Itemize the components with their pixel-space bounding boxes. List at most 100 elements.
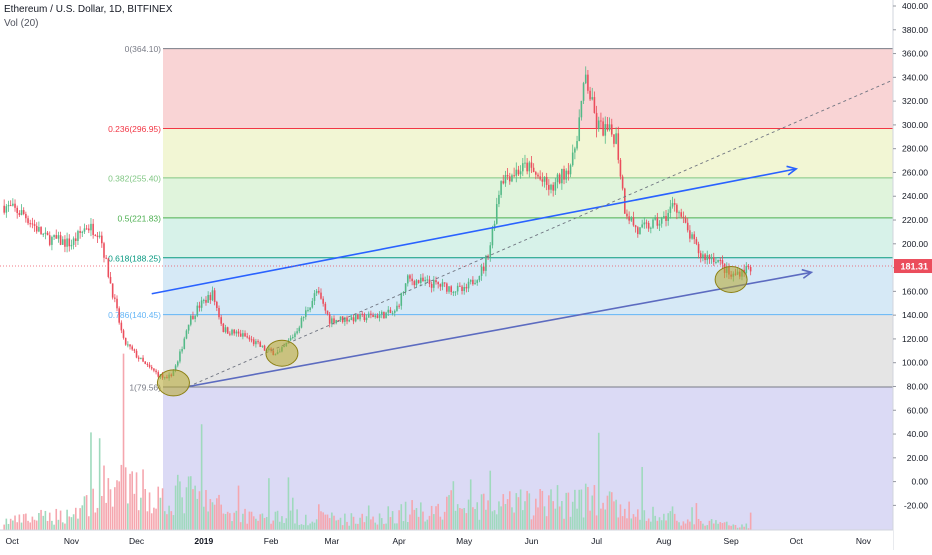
candle-body [77, 231, 79, 241]
candle-body [302, 316, 305, 318]
volume-bar [493, 510, 496, 530]
candle-body [393, 310, 396, 313]
volume-bar [385, 523, 387, 530]
volume-bar [569, 516, 572, 530]
fib-level-label: 0.618(188.25) [108, 253, 161, 263]
volume-bar [667, 513, 669, 530]
volume-bar [318, 504, 320, 530]
candle-body [524, 162, 526, 164]
candle-body [508, 176, 511, 182]
candle-body [676, 204, 678, 213]
volume-bar [170, 511, 173, 530]
price-axis-label: 40.00 [907, 429, 929, 439]
volume-bar [430, 505, 433, 530]
volume-bar [285, 518, 288, 530]
candle-body [354, 314, 357, 322]
candle-body [57, 235, 60, 239]
candle-body [472, 279, 474, 285]
volume-bar [743, 526, 745, 530]
volume-bar [209, 499, 212, 530]
candle-body [142, 357, 144, 362]
candle-body [641, 224, 643, 228]
volume-bar [522, 510, 524, 530]
candle-body [9, 205, 12, 207]
candle-body [428, 279, 431, 284]
candle-body [68, 238, 71, 247]
volume-bar [571, 501, 574, 530]
candle-body [506, 174, 509, 177]
candle-body [613, 134, 615, 144]
candle-body [174, 365, 177, 370]
fib-zone [163, 48, 893, 129]
candle-body [157, 372, 160, 377]
volume-bar [515, 493, 518, 530]
volume-bar [105, 502, 107, 530]
time-axis [0, 530, 893, 550]
volume-bar [641, 466, 643, 530]
volume-bar [298, 524, 301, 530]
candle-body [383, 311, 385, 319]
volume-bar [617, 517, 620, 530]
candle-body [535, 172, 537, 175]
volume-bar [734, 525, 737, 530]
volume-bar [637, 509, 639, 530]
volume-bar [239, 522, 242, 530]
volume-bar [331, 512, 333, 530]
volume-bar [5, 518, 8, 530]
volume-bar [537, 507, 539, 530]
candle-body [469, 279, 472, 282]
volume-bar [680, 525, 683, 530]
candle-body [229, 333, 231, 335]
candle-body [324, 303, 327, 311]
candle-body [567, 170, 570, 175]
volume-bar [469, 479, 472, 530]
candle-body [580, 100, 583, 118]
volume-bar [645, 520, 648, 530]
volume-bar [654, 515, 656, 530]
candle-body [18, 213, 21, 215]
candle-body [528, 162, 531, 172]
volume-bar [480, 494, 483, 530]
volume-bar [344, 513, 346, 530]
volume-bar [144, 489, 147, 530]
volume-bar [593, 485, 596, 530]
volume-bar [72, 514, 75, 530]
candle-body [307, 309, 309, 311]
volume-bar [693, 524, 696, 530]
lower-channel-line [188, 271, 812, 388]
volume-bar [337, 519, 340, 530]
volume-bar [491, 511, 494, 530]
candle-body [667, 212, 669, 221]
volume-bar [185, 487, 188, 530]
candle-body [500, 181, 502, 195]
volume-bar [274, 511, 277, 530]
candle-body [261, 345, 264, 347]
volume-bar [187, 476, 190, 530]
volume-bar [346, 521, 348, 530]
volume-bar [35, 520, 38, 530]
candle-body [704, 254, 706, 261]
volume-bar [632, 514, 635, 530]
candle-body [291, 337, 294, 339]
volume-bar [29, 522, 32, 530]
time-axis-label: Nov [64, 536, 80, 546]
volume-indicator-label[interactable]: Vol (20) [4, 18, 39, 29]
volume-bar [18, 514, 21, 530]
fib-zone [163, 177, 893, 218]
volume-bar [9, 518, 12, 530]
candle-body [450, 286, 452, 293]
volume-bar [741, 524, 743, 530]
candle-body [122, 330, 125, 338]
volume-bar [22, 514, 25, 530]
candle-body [691, 234, 693, 239]
candle-body [498, 194, 500, 205]
price-axis-label: 400.00 [902, 1, 928, 11]
candle-body [296, 331, 298, 334]
current-price-label: 181.31 [900, 262, 928, 272]
candle-body [459, 285, 461, 287]
candle-body [548, 184, 550, 190]
volume-bar [27, 520, 29, 530]
candle-body [74, 238, 77, 241]
time-axis-label: Aug [656, 536, 671, 546]
